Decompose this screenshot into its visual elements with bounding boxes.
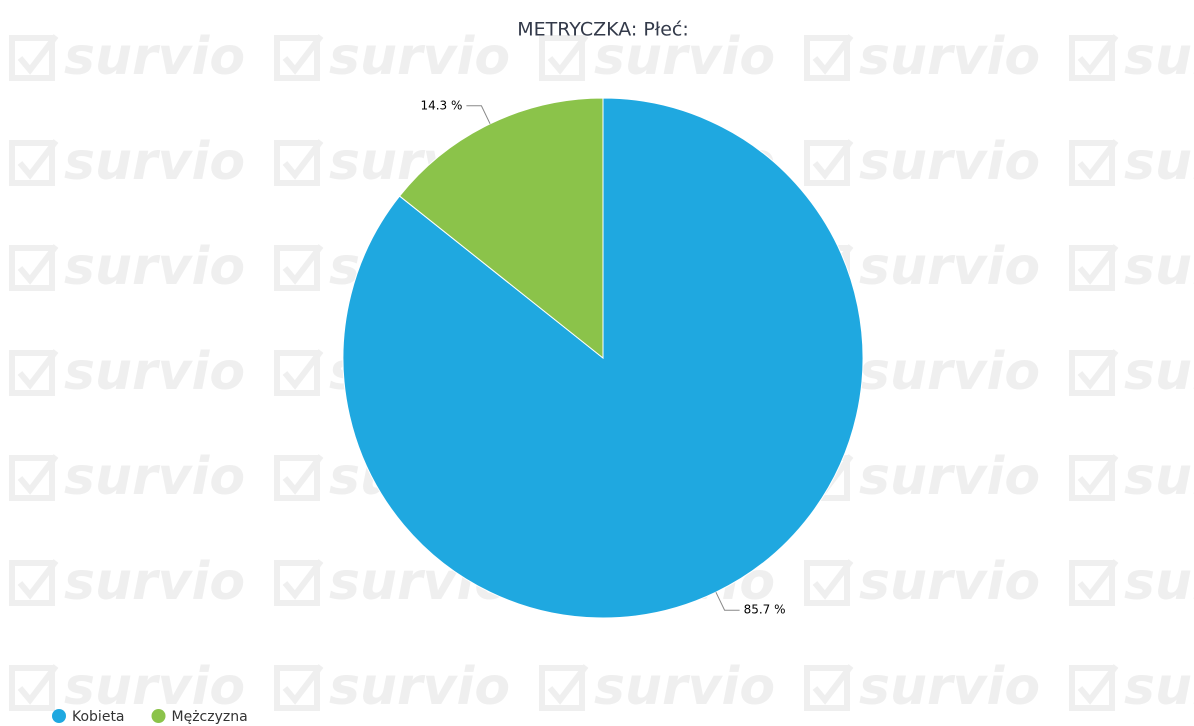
watermark-text: survio xyxy=(1124,27,1194,87)
watermark-icon xyxy=(274,34,324,81)
watermark-icon xyxy=(9,559,59,606)
watermark-text: survio xyxy=(64,657,245,717)
watermark-icon xyxy=(9,664,59,711)
watermark-icon xyxy=(1069,139,1119,186)
watermark-icon xyxy=(274,139,324,186)
watermark-icon xyxy=(1069,349,1119,396)
watermark-text: survio xyxy=(859,447,1040,507)
watermark-icon xyxy=(1069,664,1119,711)
watermark-icon xyxy=(1069,34,1119,81)
watermark-icon xyxy=(9,349,59,396)
watermark-icon xyxy=(274,454,324,501)
legend-label: Mężczyzna xyxy=(172,709,248,725)
watermark-text: survio xyxy=(329,27,510,87)
legend-marker xyxy=(151,709,166,723)
watermark-text: survio xyxy=(329,657,510,717)
data-label: 14.3 % xyxy=(420,98,462,112)
watermark-icon xyxy=(9,454,59,501)
watermark-text: survio xyxy=(1124,132,1194,192)
legend-label: Kobieta xyxy=(72,709,125,725)
watermark-text: survio xyxy=(1124,657,1194,717)
watermark-text: survio xyxy=(859,552,1040,612)
watermark-text: survio xyxy=(64,27,245,87)
watermark-icon xyxy=(804,664,854,711)
watermark-icon xyxy=(9,34,59,81)
watermark-icon xyxy=(9,139,59,186)
watermark-icon xyxy=(539,664,589,711)
watermark-icon xyxy=(1069,454,1119,501)
connector xyxy=(466,105,491,125)
watermark-icon xyxy=(804,559,854,606)
watermark-text: survio xyxy=(64,132,245,192)
watermark-icon xyxy=(274,559,324,606)
watermark-text: survio xyxy=(64,237,245,297)
watermark-text: survio xyxy=(64,447,245,507)
connector xyxy=(715,591,740,611)
watermark-text: survio xyxy=(859,342,1040,402)
watermark-text: survio xyxy=(594,27,775,87)
watermark-text: survio xyxy=(1124,342,1194,402)
watermark-text: survio xyxy=(859,132,1040,192)
watermark-text: survio xyxy=(64,552,245,612)
watermark-icon xyxy=(274,664,324,711)
watermark-text: survio xyxy=(859,237,1040,297)
watermark-text: survio xyxy=(1124,237,1194,297)
legend-marker xyxy=(52,709,66,723)
watermark-icon xyxy=(539,34,589,81)
watermark-icon xyxy=(1069,244,1119,291)
watermark-icon xyxy=(274,244,324,291)
watermark-text: survio xyxy=(594,657,775,717)
watermark-icon xyxy=(1069,559,1119,606)
watermark-text: survio xyxy=(1124,447,1194,507)
watermark-icon xyxy=(804,34,854,81)
watermark-icon xyxy=(9,244,59,291)
watermark-text: survio xyxy=(1124,552,1194,612)
chart-title: METRYCZKA: Płeć: xyxy=(517,19,688,41)
watermark-text: survio xyxy=(859,657,1040,717)
watermark-icon xyxy=(274,349,324,396)
data-label: 85.7 % xyxy=(744,603,786,617)
watermark-text: survio xyxy=(859,27,1040,87)
watermark-text: survio xyxy=(64,342,245,402)
watermark-icon xyxy=(804,139,854,186)
